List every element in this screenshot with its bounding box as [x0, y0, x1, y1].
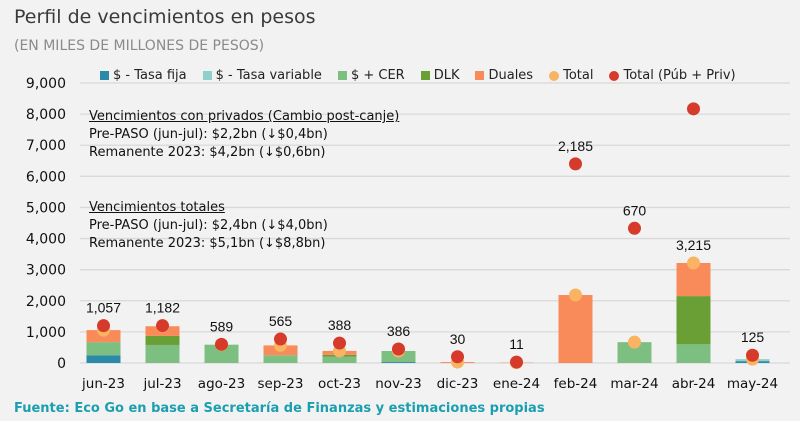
- x-tick-label: dic-23: [437, 376, 479, 392]
- bar-segment: [381, 362, 416, 363]
- x-tick-label: jun-23: [81, 376, 125, 392]
- x-tick-label: sep-23: [258, 376, 304, 392]
- y-tick-label: 1,000: [26, 325, 66, 341]
- total-pub-priv-point: [569, 157, 582, 171]
- total-pub-priv-point: [687, 102, 700, 116]
- x-tick-label: may-24: [727, 376, 778, 392]
- data-label: 589: [210, 318, 234, 334]
- total-pub-priv-point: [215, 337, 228, 351]
- bar-segment: [263, 355, 298, 363]
- y-tick-label: 0: [57, 356, 66, 372]
- data-label: 388: [328, 317, 352, 333]
- y-tick-label: 6,000: [26, 169, 66, 185]
- y-tick-label: 5,000: [26, 200, 66, 216]
- total-point: [628, 335, 641, 349]
- y-tick-label: 9,000: [26, 76, 66, 92]
- legend-item: $ + CER: [337, 68, 405, 83]
- bar-segment: [676, 344, 711, 363]
- footnote: Fuente: Eco Go en base a Secretaría de F…: [14, 401, 545, 416]
- total-pub-priv-point: [97, 319, 110, 333]
- legend-item: $ - Tasa variable: [202, 68, 322, 83]
- total-pub-priv-point: [392, 342, 405, 356]
- total-point: [569, 288, 582, 302]
- bar-segment: [676, 296, 711, 345]
- x-tick-label: mar-24: [610, 376, 658, 392]
- legend-swatch: [549, 70, 560, 81]
- total-pub-priv-point: [451, 350, 464, 364]
- annotation-totales: Vencimientos totales Pre-PASO (jun-jul):…: [89, 199, 328, 253]
- total-pub-priv-point: [746, 348, 759, 362]
- legend-label: $ + CER: [350, 68, 405, 83]
- data-label: 1,182: [145, 300, 180, 316]
- legend-label: Duales: [488, 68, 534, 83]
- data-label: 125: [741, 329, 765, 345]
- data-label: 30: [450, 331, 466, 347]
- legend-label: DLK: [433, 68, 460, 83]
- annotation-line: Remanente 2023: $5,1bn (↓$8,8bn): [89, 236, 326, 251]
- annotation-line: Remanente 2023: $4,2bn (↓$0,6bn): [89, 145, 326, 160]
- chart-subtitle: (EN MILES DE MILLONES DE PESOS): [14, 38, 265, 54]
- legend-item: Total: [549, 68, 593, 83]
- y-tick-label: 3,000: [26, 263, 66, 279]
- legend: $ - Tasa fija $ - Tasa variable $ + CER DLK…: [100, 68, 736, 83]
- data-label: 3,215: [676, 237, 711, 253]
- annotation-heading: Vencimientos con privados (Cambio post-c…: [89, 109, 400, 124]
- annotation-privados: Vencimientos con privados (Cambio post-c…: [89, 108, 399, 162]
- bar-segment: [558, 295, 593, 363]
- data-label: 2,185: [558, 138, 593, 154]
- legend-swatch: [100, 71, 109, 80]
- bar-segment: [86, 342, 121, 356]
- chart-title: Perfil de vencimientos en pesos: [14, 6, 316, 28]
- legend-label: Total: [563, 68, 594, 83]
- legend-item: $ - Tasa fija: [100, 68, 187, 83]
- x-tick-label: nov-23: [375, 376, 422, 392]
- legend-swatch: [337, 71, 347, 80]
- x-tick-label: oct-23: [318, 376, 361, 392]
- total-point: [687, 256, 700, 270]
- legend-item: DLK: [420, 68, 460, 83]
- legend-label: $ - Tasa variable: [215, 68, 322, 83]
- bar-segment: [617, 342, 652, 363]
- bar-segment: [322, 356, 357, 363]
- legend-swatch: [475, 71, 485, 80]
- total-pub-priv-point: [510, 355, 523, 369]
- bar-segment: [145, 344, 180, 363]
- total-pub-priv-point: [274, 332, 287, 346]
- legend-item: Duales: [475, 68, 533, 83]
- data-label: 670: [623, 202, 647, 218]
- y-tick-label: 4,000: [26, 232, 66, 248]
- y-tick-label: 2,000: [26, 294, 66, 310]
- y-tick-label: 7,000: [26, 138, 66, 154]
- bar-segment: [86, 355, 121, 363]
- legend-swatch: [202, 71, 212, 80]
- total-pub-priv-point: [628, 221, 641, 235]
- bar-segment: [145, 335, 180, 345]
- data-label: 565: [269, 313, 293, 329]
- x-tick-label: jul-23: [142, 376, 181, 392]
- data-label: 1,057: [86, 300, 121, 316]
- total-pub-priv-point: [333, 336, 346, 350]
- x-tick-label: abr-24: [672, 376, 716, 392]
- y-tick-label: 8,000: [26, 107, 66, 123]
- total-pub-priv-point: [156, 319, 169, 333]
- annotation-line: Pre-PASO (jun-jul): $2,4bn (↓$4,0bn): [89, 218, 328, 233]
- x-tick-label: ene-24: [493, 376, 540, 392]
- legend-item: Total (Púb + Priv): [609, 68, 736, 83]
- data-label: 386: [387, 323, 411, 339]
- annotation-line: Pre-PASO (jun-jul): $2,2bn (↓$0,4bn): [89, 127, 328, 142]
- legend-label: $ - Tasa fija: [113, 68, 187, 83]
- bar-segment: [204, 344, 239, 363]
- x-tick-label: feb-24: [554, 376, 598, 392]
- annotation-heading: Vencimientos totales: [89, 200, 225, 215]
- legend-label: Total (Púb + Priv): [623, 68, 736, 83]
- data-label: 11: [509, 336, 524, 352]
- legend-swatch: [609, 70, 620, 81]
- legend-swatch: [420, 71, 430, 80]
- x-tick-label: ago-23: [198, 376, 245, 392]
